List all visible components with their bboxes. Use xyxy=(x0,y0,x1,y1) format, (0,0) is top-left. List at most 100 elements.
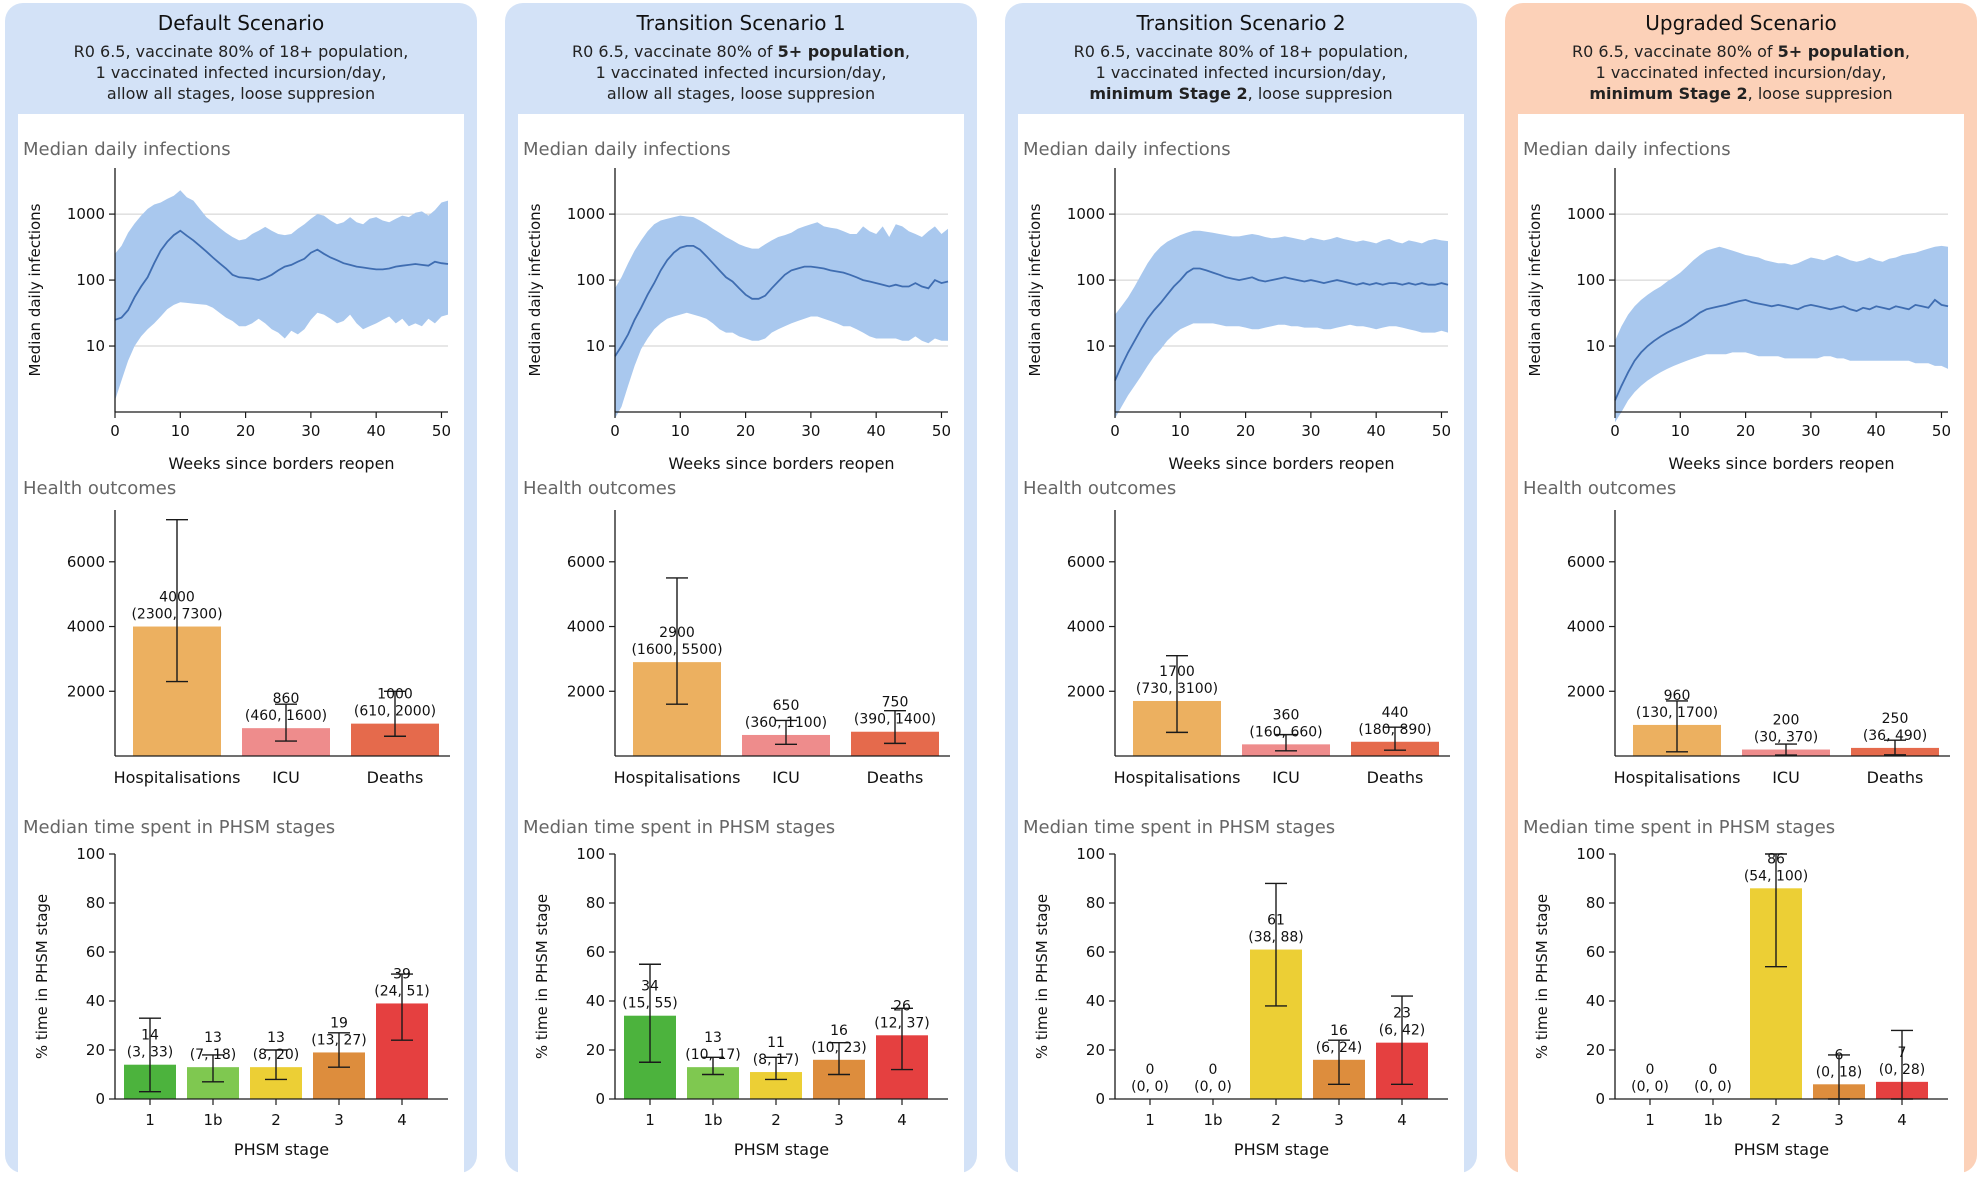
subtitle-text: 1 vaccinated infected incursion/day, xyxy=(1096,63,1387,82)
scenario-title: Transition Scenario 1 xyxy=(635,11,845,35)
y-tick-label: 80 xyxy=(1086,894,1105,912)
subtitle-emphasis: 5+ population xyxy=(778,42,905,61)
health-category-label: ICU xyxy=(272,768,300,787)
health-category-label: ICU xyxy=(772,768,800,787)
x-tick-label: 30 xyxy=(1801,422,1820,440)
x-tick-label: 10 xyxy=(671,422,690,440)
phsm-value-label: 23 xyxy=(1393,1006,1411,1022)
health-interval-label: (160, 660) xyxy=(1249,724,1322,740)
y-tick-label: 4000 xyxy=(67,618,105,636)
health-interval-label: (610, 2000) xyxy=(354,704,436,720)
y-tick-label: 80 xyxy=(86,894,105,912)
scenario-panel-4: Upgraded Scenario R0 6.5, vaccinate 80% o… xyxy=(1505,3,1977,1173)
phsm-interval-label: (8, 20) xyxy=(253,1047,300,1063)
health-category-label: ICU xyxy=(1772,768,1800,787)
health-value-label: 200 xyxy=(1773,713,1800,729)
y-tick-label: 40 xyxy=(1086,992,1105,1010)
y-tick-label: 4000 xyxy=(1067,618,1105,636)
y-tick-label: 80 xyxy=(586,894,605,912)
y-tick-label: 20 xyxy=(1086,1041,1105,1059)
scenario-subtitle-line: 1 vaccinated infected incursion/day, xyxy=(596,63,887,82)
x-tick-label: 30 xyxy=(301,422,320,440)
y-tick-label: 20 xyxy=(86,1041,105,1059)
y-tick-label: 40 xyxy=(586,992,605,1010)
scenario-title: Transition Scenario 2 xyxy=(1135,11,1345,35)
phsm-value-label: 6 xyxy=(1835,1047,1844,1063)
infections-median-line xyxy=(1114,267,1449,381)
subtitle-text: , xyxy=(1905,42,1910,61)
y-tick-label: 1000 xyxy=(567,205,605,223)
phsm-interval-label: (6, 24) xyxy=(1316,1040,1363,1056)
health-section-label: Health outcomes xyxy=(1023,478,1176,499)
y-tick-label: 20 xyxy=(1586,1041,1605,1059)
phsm-value-label: 13 xyxy=(704,1030,722,1046)
scenario-subtitle-line: 1 vaccinated infected incursion/day, xyxy=(1596,63,1887,82)
phsm-value-label: 34 xyxy=(641,979,659,995)
y-tick-label: 100 xyxy=(1076,271,1105,289)
infections-y-axis-label: Median daily infections xyxy=(1026,203,1044,376)
x-tick-label: 20 xyxy=(736,422,755,440)
y-tick-label: 2000 xyxy=(67,682,105,700)
y-tick-label: 40 xyxy=(86,992,105,1010)
health-value-label: 750 xyxy=(882,695,909,711)
health-interval-label: (2300, 7300) xyxy=(131,607,222,623)
phsm-category-label: 4 xyxy=(897,1111,907,1129)
y-tick-label: 100 xyxy=(1076,845,1105,863)
subtitle-text: allow all stages, loose suppresion xyxy=(107,84,375,103)
y-tick-label: 2000 xyxy=(567,682,605,700)
y-tick-label: 60 xyxy=(586,943,605,961)
x-tick-label: 50 xyxy=(932,422,951,440)
infections-y-axis-label: Median daily infections xyxy=(1526,203,1544,376)
subtitle-text: , loose suppresion xyxy=(1748,84,1893,103)
y-tick-label: 10 xyxy=(86,337,105,355)
phsm-interval-label: (6, 42) xyxy=(1379,1023,1426,1039)
phsm-interval-label: (3, 33) xyxy=(127,1045,174,1061)
phsm-category-label: 3 xyxy=(334,1111,344,1129)
phsm-category-label: 4 xyxy=(397,1111,407,1129)
y-tick-label: 10 xyxy=(1086,337,1105,355)
y-tick-label: 100 xyxy=(76,271,105,289)
x-tick-label: 40 xyxy=(867,422,886,440)
phsm-interval-label: (10, 23) xyxy=(811,1040,866,1056)
phsm-value-label: 7 xyxy=(1898,1045,1907,1061)
health-section-label: Health outcomes xyxy=(23,478,176,499)
phsm-interval-label: (0, 0) xyxy=(1631,1079,1669,1095)
phsm-category-label: 1 xyxy=(1145,1111,1155,1129)
infections-section-label: Median daily infections xyxy=(1023,139,1231,160)
phsm-value-label: 13 xyxy=(267,1030,285,1046)
phsm-y-axis-label: % time in PHSM stage xyxy=(1033,894,1051,1059)
phsm-category-label: 2 xyxy=(1771,1111,1781,1129)
scenario-subtitle-line: R0 6.5, vaccinate 80% of 18+ population, xyxy=(74,42,409,61)
phsm-y-axis-label: % time in PHSM stage xyxy=(533,894,551,1059)
phsm-category-label: 3 xyxy=(1834,1111,1844,1129)
phsm-value-label: 26 xyxy=(893,998,911,1014)
y-tick-label: 6000 xyxy=(1567,553,1605,571)
infections-median-line xyxy=(1614,298,1949,401)
y-tick-label: 60 xyxy=(86,943,105,961)
phsm-interval-label: (24, 51) xyxy=(374,983,429,999)
phsm-interval-label: (38, 88) xyxy=(1248,930,1303,946)
health-interval-label: (36, 490) xyxy=(1863,728,1927,744)
infections-interval-band xyxy=(115,190,448,401)
phsm-interval-label: (15, 55) xyxy=(622,996,677,1012)
health-interval-label: (730, 3100) xyxy=(1136,681,1218,697)
subtitle-emphasis: 5+ population xyxy=(1778,42,1905,61)
infections-x-axis-label: Weeks since borders reopen xyxy=(1168,454,1394,473)
health-value-label: 1700 xyxy=(1159,664,1195,680)
health-bar-icu xyxy=(742,734,830,756)
phsm-value-label: 16 xyxy=(1330,1023,1348,1039)
x-tick-label: 10 xyxy=(1171,422,1190,440)
scenario-subtitle-line: 1 vaccinated infected incursion/day, xyxy=(96,63,387,82)
health-value-label: 2900 xyxy=(659,625,695,641)
phsm-category-label: 1b xyxy=(1703,1111,1722,1129)
health-category-label: Hospitalisations xyxy=(1114,768,1241,787)
phsm-section-label: Median time spent in PHSM stages xyxy=(1523,817,1835,838)
y-tick-label: 1000 xyxy=(67,205,105,223)
health-value-label: 4000 xyxy=(159,590,195,606)
phsm-category-label: 3 xyxy=(1334,1111,1344,1129)
phsm-value-label: 0 xyxy=(1146,1062,1155,1078)
y-tick-label: 100 xyxy=(1576,845,1605,863)
health-category-label: ICU xyxy=(1272,768,1300,787)
scenario-subtitle-line: allow all stages, loose suppresion xyxy=(107,84,375,103)
y-tick-label: 0 xyxy=(595,1090,605,1108)
